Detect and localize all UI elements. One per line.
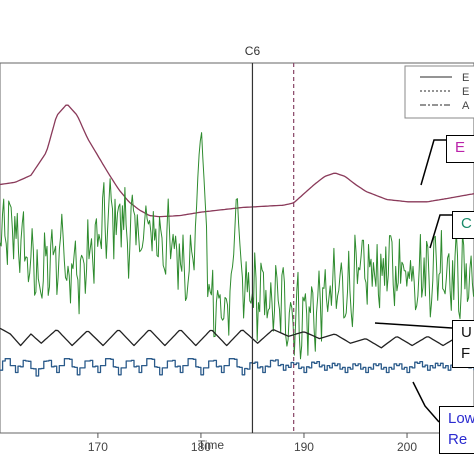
callout-leader-line: [429, 214, 452, 249]
x-axis: 170 180 190 200: [88, 433, 417, 454]
callout-text: F: [461, 345, 471, 362]
annotation-label: C6: [245, 44, 261, 58]
series-line-3: [0, 327, 474, 349]
legend-label: E: [462, 72, 469, 84]
x-tick-label: 200: [397, 440, 417, 454]
callout-leader-line: [374, 322, 453, 329]
x-tick-label: 180: [191, 440, 211, 454]
callout-box: C: [452, 211, 474, 239]
callout-text: U: [461, 324, 472, 341]
legend: EEA: [404, 65, 474, 119]
x-axis-label: Time: [198, 438, 225, 452]
series-line-1: [0, 104, 474, 218]
callout-leader-line: [412, 381, 440, 423]
callout-leader-line: [420, 139, 446, 186]
legend-label: E: [462, 86, 469, 98]
callout-text: Re: [448, 431, 468, 448]
x-tick-label: 190: [294, 440, 314, 454]
series-line-2: [0, 132, 474, 360]
callout-text: E: [455, 139, 466, 156]
x-tick-label: 170: [88, 440, 108, 454]
callout-leaders: [374, 139, 453, 423]
plot-frame: [0, 62, 474, 434]
callout-text: C: [461, 215, 472, 232]
callout-box: E: [446, 135, 474, 163]
legend-box: [404, 65, 474, 119]
legend-label: A: [462, 100, 470, 112]
callout-text: Low: [448, 410, 474, 427]
annotation-layer: C6: [245, 44, 295, 433]
callout-box: Low Re: [439, 406, 474, 454]
series-line-4: [0, 358, 474, 377]
series-layer: [0, 104, 474, 377]
